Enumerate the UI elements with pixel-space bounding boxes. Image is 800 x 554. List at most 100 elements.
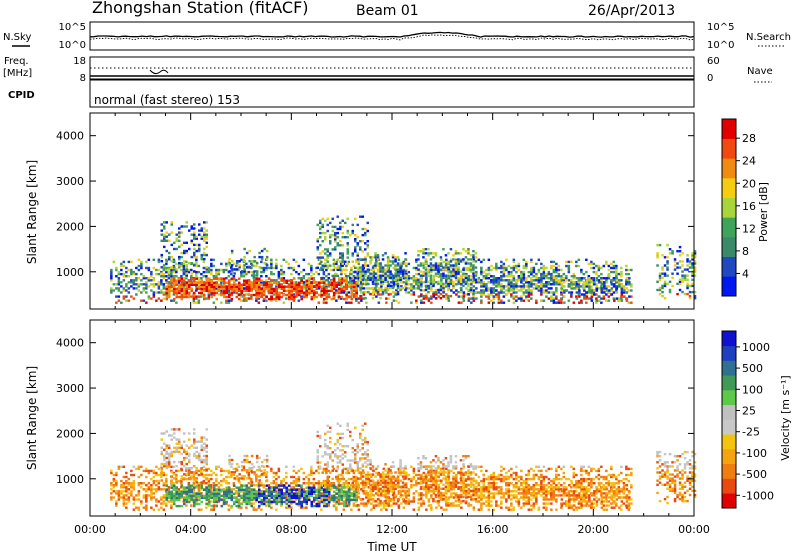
heatmap-cell	[288, 297, 291, 301]
heatmap-cell	[250, 264, 254, 267]
heatmap-cell	[195, 479, 198, 483]
heatmap-cell	[307, 281, 311, 284]
heatmap-cell	[477, 494, 481, 497]
heatmap-cell	[354, 270, 357, 274]
heatmap-cell	[255, 277, 258, 280]
heatmap-cell	[255, 299, 258, 302]
heatmap-cell	[455, 279, 458, 282]
heatmap-cell	[688, 284, 692, 288]
heatmap-cell	[417, 284, 420, 288]
heatmap-cell	[520, 295, 523, 298]
heatmap-cell	[472, 270, 476, 274]
heatmap-cell	[344, 276, 347, 280]
heatmap-cell	[467, 288, 470, 292]
heatmap-cell	[125, 283, 128, 286]
heatmap-cell	[427, 290, 430, 294]
heatmap-cell	[243, 260, 246, 263]
heatmap-cell	[172, 465, 176, 468]
heatmap-cell	[183, 287, 186, 291]
heatmap-cell	[430, 281, 433, 284]
heatmap-cell	[197, 277, 201, 280]
heatmap-cell	[183, 291, 186, 295]
heatmap-cell	[336, 231, 339, 235]
cpid-panel-frame	[89, 79, 695, 108]
heatmap-cell	[365, 494, 368, 497]
heatmap-cell	[384, 286, 387, 290]
heatmap-cell	[445, 488, 448, 491]
heatmap-cell	[330, 482, 333, 485]
heatmap-cell	[207, 477, 211, 481]
heatmap-cell	[310, 287, 313, 291]
heatmap-cell	[376, 258, 380, 261]
heatmap-cell	[432, 266, 435, 269]
heatmap-cell	[442, 294, 445, 298]
heatmap-cell	[369, 256, 372, 259]
heatmap-cell	[365, 301, 368, 304]
heatmap-cell	[290, 482, 293, 485]
heatmap-cell	[280, 264, 283, 268]
heatmap-cell	[272, 471, 276, 475]
heatmap-cell	[195, 277, 198, 280]
heatmap-cell	[245, 285, 248, 288]
heatmap-cell	[145, 469, 148, 473]
heatmap-cell	[555, 295, 558, 298]
heatmap-cell	[374, 266, 377, 269]
heatmap-cell	[265, 285, 268, 288]
heatmap-cell	[275, 283, 278, 286]
heatmap-cell	[343, 287, 346, 291]
heatmap-cell	[517, 277, 521, 280]
heatmap-cell	[522, 291, 526, 294]
heatmap-cell	[427, 248, 430, 251]
heatmap-cell	[457, 290, 460, 294]
heatmap-cell	[292, 281, 296, 284]
heatmap-cell	[505, 293, 508, 296]
heatmap-cell	[389, 272, 392, 275]
heatmap-cell	[115, 295, 118, 298]
heatmap-cell	[208, 283, 211, 286]
heatmap-cell	[345, 502, 348, 505]
heatmap-cell	[447, 471, 451, 475]
heatmap-cell	[178, 279, 181, 282]
heatmap-cell	[180, 287, 183, 291]
heatmap-cell	[188, 262, 191, 265]
heatmap-cell	[262, 281, 266, 284]
heatmap-cell	[417, 508, 421, 511]
heatmap-cell	[688, 290, 692, 294]
heatmap-cell	[215, 272, 218, 276]
heatmap-cell	[228, 295, 231, 299]
heatmap-cell	[472, 275, 476, 278]
heatmap-cell	[297, 264, 301, 268]
heatmap-cell	[324, 219, 327, 222]
heatmap-cell	[357, 283, 361, 286]
heatmap-cell	[145, 467, 148, 471]
heatmap-cell	[212, 508, 216, 511]
heatmap-cell	[447, 280, 450, 283]
heatmap-cell	[245, 287, 248, 291]
heatmap-cell	[320, 260, 323, 264]
heatmap-cell	[305, 291, 308, 295]
heatmap-cell	[321, 264, 324, 267]
heatmap-cell	[445, 262, 448, 266]
heatmap-cell	[198, 281, 201, 284]
heatmap-cell	[450, 502, 453, 505]
heatmap-cell	[335, 502, 338, 505]
heatmap-cell	[537, 277, 541, 280]
heatmap-cell	[394, 278, 397, 281]
heatmap-cell	[459, 252, 463, 255]
heatmap-cell	[180, 496, 183, 499]
heatmap-cell	[387, 268, 391, 272]
heatmap-cell	[243, 295, 246, 299]
heatmap-cell	[512, 301, 516, 304]
heatmap-cell	[170, 272, 173, 276]
heatmap-cell	[417, 498, 421, 501]
heatmap-cell	[285, 285, 288, 288]
heatmap-cell	[245, 293, 248, 296]
heatmap-cell	[442, 492, 446, 495]
heatmap-cell	[482, 275, 486, 278]
heatmap-cell	[575, 297, 579, 300]
heatmap-cell	[198, 229, 201, 232]
heatmap-cell	[495, 266, 498, 270]
heatmap-cell	[260, 283, 263, 286]
heatmap-cell	[277, 272, 281, 276]
heatmap-cell	[290, 295, 293, 299]
